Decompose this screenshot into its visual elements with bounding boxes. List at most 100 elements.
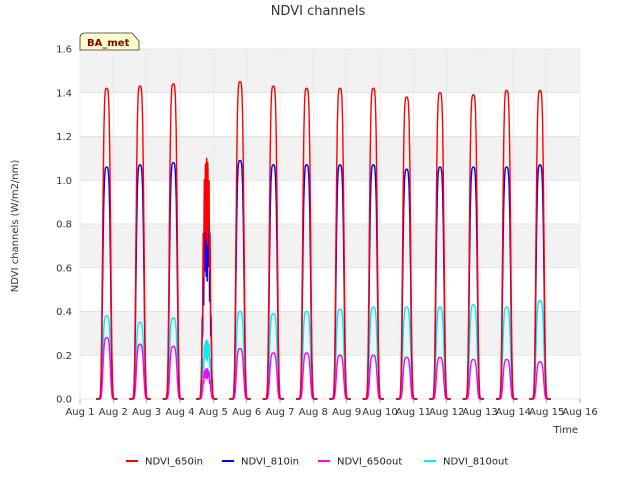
legend-label: NDVI_810out	[443, 457, 508, 468]
data-point	[239, 347, 241, 350]
data-point	[472, 94, 475, 96]
data-point	[172, 345, 175, 348]
data-point	[505, 166, 508, 168]
data-point	[405, 306, 408, 308]
data-point	[305, 310, 308, 313]
x-axis-title: Time	[553, 425, 578, 436]
data-point	[239, 81, 241, 83]
data-point	[105, 166, 108, 168]
data-point	[272, 352, 275, 354]
data-point	[205, 367, 208, 370]
data-point	[505, 89, 508, 92]
y-tick-label: 1.2	[56, 132, 72, 143]
data-point	[439, 166, 441, 168]
x-tick-label: Aug 7	[265, 407, 294, 418]
data-point	[505, 358, 508, 361]
y-axis-ticks: 0.0 0.2 0.4 0.6 0.8 1.0 1.2 1.4 1.6	[56, 45, 72, 406]
x-tick-label: Aug 12	[429, 407, 464, 418]
x-tick-label: Aug 4	[165, 407, 194, 418]
data-point	[539, 299, 541, 302]
x-tick-label: Aug 9	[332, 407, 361, 418]
legend-item-ndvi-810in: NDVI_810in	[222, 457, 299, 468]
data-point	[139, 343, 141, 346]
data-point	[239, 310, 241, 313]
data-point	[205, 157, 208, 160]
data-point	[305, 352, 308, 354]
data-point	[205, 339, 208, 341]
y-tick-label: 0.4	[56, 307, 72, 318]
x-tick-label: Aug 6	[232, 407, 261, 418]
data-point	[339, 308, 341, 311]
data-point	[472, 358, 475, 361]
data-point	[539, 361, 541, 363]
legend-item-ndvi-650out: NDVI_650out	[318, 457, 402, 468]
data-point	[472, 304, 475, 306]
data-point	[139, 164, 141, 166]
data-point	[539, 164, 541, 166]
x-axis-ticks: Aug 1 Aug 2 Aug 3 Aug 4 Aug 5 Aug 6 Aug 7 Aug 8…	[65, 399, 598, 418]
legend-label: NDVI_810in	[241, 457, 299, 468]
plot-band	[80, 136, 580, 181]
data-point	[172, 83, 175, 85]
data-point	[272, 85, 275, 87]
data-point	[305, 164, 308, 166]
data-point	[539, 89, 541, 92]
station-badge: BA_met	[79, 32, 140, 51]
data-point	[405, 168, 408, 171]
data-point	[105, 336, 108, 339]
data-point	[372, 306, 375, 308]
x-tick-label: Aug 3	[132, 407, 161, 418]
plot-band	[80, 311, 580, 356]
series-layer	[96, 81, 551, 400]
data-point	[305, 87, 308, 90]
data-point	[439, 91, 441, 94]
data-point	[339, 164, 341, 166]
grid-lines	[79, 48, 581, 400]
x-tick-label: Aug 5	[199, 407, 228, 418]
y-tick-label: 1.0	[56, 176, 72, 187]
y-tick-label: 1.6	[56, 45, 72, 56]
data-point	[372, 164, 375, 166]
x-tick-label: Aug 10	[362, 407, 397, 418]
data-point	[239, 159, 241, 162]
y-axis-title: NDVI channels (W/m2/nm)	[10, 160, 21, 293]
data-point	[105, 315, 108, 317]
data-point	[139, 85, 141, 87]
data-point	[105, 87, 108, 90]
data-point	[372, 87, 375, 90]
y-tick-label: 1.4	[56, 88, 72, 99]
data-point	[339, 354, 341, 357]
legend-item-ndvi-650in: NDVI_650in	[126, 457, 203, 468]
legend-label: NDVI_650in	[145, 457, 203, 468]
x-tick-label: Aug 15	[529, 407, 564, 418]
y-tick-label: 0.6	[56, 263, 72, 274]
data-point	[372, 354, 375, 357]
chart-title: NDVI channels	[271, 4, 366, 19]
data-point	[472, 166, 475, 168]
y-tick-label: 0.2	[56, 351, 72, 362]
x-tick-label: Aug 14	[496, 407, 531, 418]
y-tick-label: 0.0	[56, 395, 72, 406]
data-point	[405, 96, 408, 98]
data-point	[272, 164, 275, 166]
badge-label: BA_met	[87, 38, 130, 49]
data-point	[139, 321, 141, 324]
legend: NDVI_650in NDVI_810in NDVI_650out NDVI_810o…	[126, 457, 508, 468]
legend-label: NDVI_650out	[337, 457, 402, 468]
data-point	[172, 317, 175, 319]
badge-shape	[79, 32, 140, 51]
data-point	[339, 87, 341, 90]
x-tick-label: Aug 8	[299, 407, 328, 418]
data-point	[405, 356, 408, 359]
data-point	[439, 306, 441, 308]
x-tick-label: Aug 1	[65, 407, 94, 418]
x-tick-label: Aug 11	[396, 407, 431, 418]
x-tick-label: Aug 13	[462, 407, 497, 418]
x-tick-label: Aug 16	[562, 407, 597, 418]
plot-band	[80, 49, 580, 93]
y-tick-label: 0.8	[56, 220, 72, 231]
data-point	[272, 312, 275, 315]
legend-item-ndvi-810out: NDVI_810out	[424, 457, 508, 468]
x-tick-label: Aug 2	[99, 407, 128, 418]
